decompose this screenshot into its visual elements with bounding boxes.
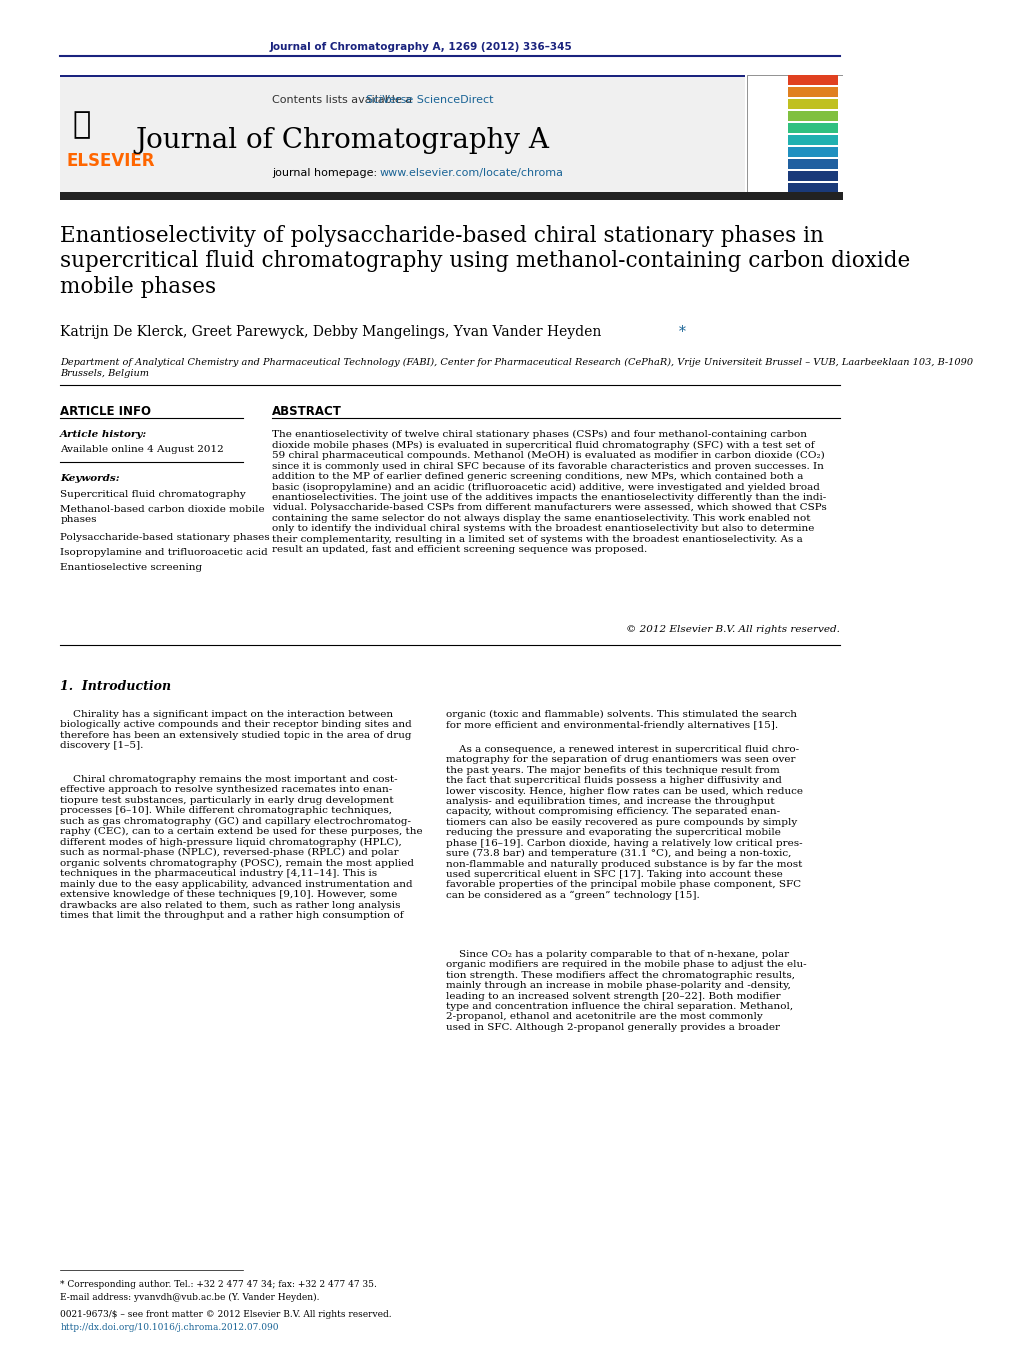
Text: Contents lists available a: Contents lists available a — [273, 95, 412, 105]
Bar — [788, 76, 837, 85]
Bar — [788, 111, 837, 122]
Bar — [788, 182, 837, 193]
Text: Katrijn De Klerck, Greet Parewyck, Debby Mangelings, Yvan Vander Heyden: Katrijn De Klerck, Greet Parewyck, Debby… — [60, 326, 601, 339]
Text: As a consequence, a renewed interest in supercritical fluid chro-
matography for: As a consequence, a renewed interest in … — [445, 744, 803, 900]
Text: The enantioselectivity of twelve chiral stationary phases (CSPs) and four methan: The enantioselectivity of twelve chiral … — [273, 430, 827, 554]
Text: E-mail address: yvanvdh@vub.ac.be (Y. Vander Heyden).: E-mail address: yvanvdh@vub.ac.be (Y. Va… — [60, 1293, 320, 1302]
Bar — [788, 135, 837, 145]
Bar — [60, 74, 745, 77]
Text: * Corresponding author. Tel.: +32 2 477 47 34; fax: +32 2 477 47 35.: * Corresponding author. Tel.: +32 2 477 … — [60, 1279, 377, 1289]
Text: Enantioselectivity of polysaccharide-based chiral stationary phases in
supercrit: Enantioselectivity of polysaccharide-bas… — [60, 226, 911, 297]
Text: 0021-9673/$ – see front matter © 2012 Elsevier B.V. All rights reserved.: 0021-9673/$ – see front matter © 2012 El… — [60, 1310, 392, 1319]
Text: Since CO₂ has a polarity comparable to that of n-hexane, polar
organic modifiers: Since CO₂ has a polarity comparable to t… — [445, 950, 807, 1032]
Bar — [788, 172, 837, 181]
Bar — [788, 99, 837, 109]
Text: Chiral chromatography remains the most important and cost-
effective approach to: Chiral chromatography remains the most i… — [60, 775, 423, 920]
Text: Journal of Chromatography A: Journal of Chromatography A — [136, 127, 549, 154]
Text: ARTICLE INFO: ARTICLE INFO — [60, 405, 151, 417]
Text: Supercritical fluid chromatography: Supercritical fluid chromatography — [60, 490, 246, 499]
Text: SciVerse ScienceDirect: SciVerse ScienceDirect — [366, 95, 493, 105]
Text: 1.  Introduction: 1. Introduction — [60, 680, 172, 693]
Bar — [788, 86, 837, 97]
Text: organic (toxic and flammable) solvents. This stimulated the search
for more effi: organic (toxic and flammable) solvents. … — [445, 711, 796, 730]
Bar — [60, 76, 167, 195]
Bar — [60, 192, 842, 200]
Text: Methanol-based carbon dioxide mobile
phases: Methanol-based carbon dioxide mobile pha… — [60, 505, 264, 524]
Bar — [746, 76, 842, 195]
Text: Available online 4 August 2012: Available online 4 August 2012 — [60, 444, 224, 454]
Text: Department of Analytical Chemistry and Pharmaceutical Technology (FABI), Center : Department of Analytical Chemistry and P… — [60, 358, 973, 377]
Text: Enantioselective screening: Enantioselective screening — [60, 563, 202, 571]
Bar — [788, 147, 837, 157]
Text: Isopropylamine and trifluoroacetic acid: Isopropylamine and trifluoroacetic acid — [60, 549, 268, 557]
Text: ELSEVIER: ELSEVIER — [66, 153, 154, 170]
Text: Polysaccharide-based stationary phases: Polysaccharide-based stationary phases — [60, 534, 270, 542]
Text: 🌳: 🌳 — [72, 109, 91, 139]
Text: Keywords:: Keywords: — [60, 474, 119, 484]
Text: Journal of Chromatography A, 1269 (2012) 336–345: Journal of Chromatography A, 1269 (2012)… — [270, 42, 572, 51]
Text: Article history:: Article history: — [60, 430, 147, 439]
Text: Chirality has a significant impact on the interaction between
biologically activ: Chirality has a significant impact on th… — [60, 711, 412, 750]
Bar — [60, 76, 745, 195]
Text: *: * — [679, 326, 686, 339]
Text: http://dx.doi.org/10.1016/j.chroma.2012.07.090: http://dx.doi.org/10.1016/j.chroma.2012.… — [60, 1323, 279, 1332]
Text: journal homepage:: journal homepage: — [273, 168, 381, 178]
Bar — [788, 123, 837, 132]
Text: ABSTRACT: ABSTRACT — [273, 405, 342, 417]
Text: © 2012 Elsevier B.V. All rights reserved.: © 2012 Elsevier B.V. All rights reserved… — [626, 626, 840, 634]
Bar — [788, 159, 837, 169]
Text: www.elsevier.com/locate/chroma: www.elsevier.com/locate/chroma — [380, 168, 564, 178]
